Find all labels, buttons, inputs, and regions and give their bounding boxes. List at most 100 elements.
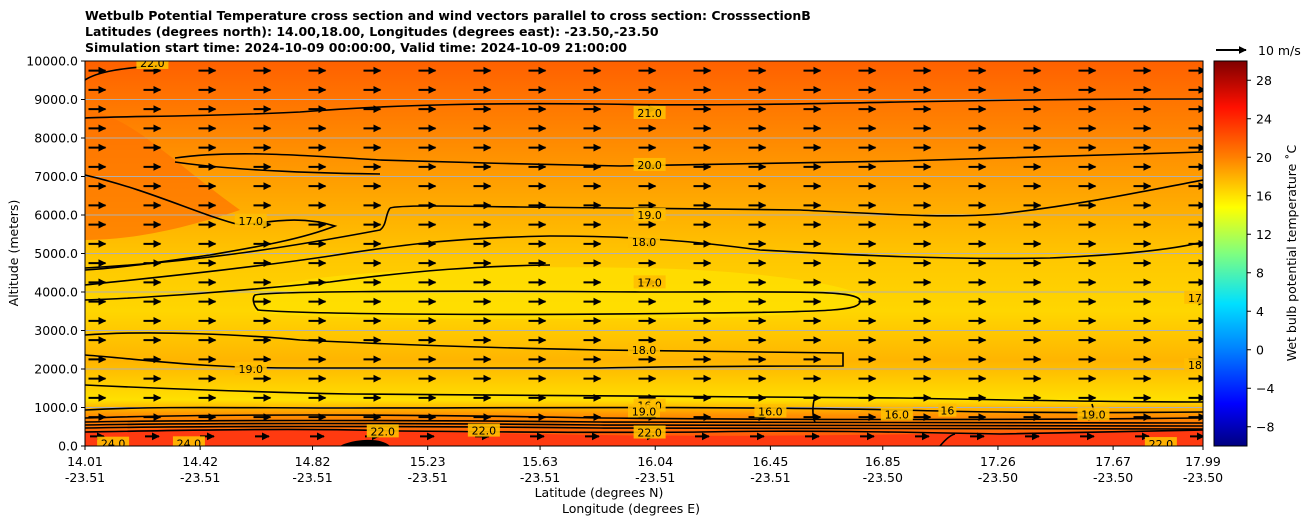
contour-label-bg [1144, 437, 1177, 446]
contour-17 [252, 290, 861, 316]
colorbar-tick-label: 0 [1256, 342, 1264, 357]
x-tick-label-lon: -23.50 [1183, 470, 1223, 485]
colorbar-tick-label: −4 [1256, 381, 1274, 396]
contour-label: 18.0 [1188, 359, 1213, 372]
contour-24-right [939, 433, 956, 446]
x-tick-label-lon: -23.51 [408, 470, 448, 485]
contour-label-bg [628, 234, 660, 248]
colorbar-tick-label: 4 [1256, 304, 1264, 319]
contour-label-bg [754, 404, 787, 418]
contour-label: 22.0 [140, 57, 165, 70]
x-tick-label-lat: 16.04 [637, 454, 673, 469]
wind-vectors [88, 66, 1203, 441]
wind-key-label: 10 m/s [1258, 43, 1301, 58]
x-axis-label: Latitude (degrees N) [535, 485, 664, 500]
x-tick-label-lon: -23.50 [978, 470, 1018, 485]
chart-title-line-1: Wetbulb Potential Temperature cross sect… [85, 8, 811, 23]
colorbar-tick-label: −8 [1256, 419, 1274, 434]
contour-label: 19.0 [1081, 408, 1106, 421]
terrain-bump [340, 439, 390, 446]
contour-label-bg [633, 105, 666, 119]
chart-title-line-2: Latitudes (degrees north): 14.00,18.00, … [85, 24, 659, 39]
contour-label-bg [97, 436, 130, 446]
contour-16b [85, 406, 1203, 414]
contour-label: 22.0 [637, 427, 662, 440]
contour-label: 16.0 [758, 405, 783, 418]
colorbar-tick-label: 20 [1256, 150, 1272, 165]
chart-title-line-3: Simulation start time: 2024-10-09 00:00:… [85, 40, 627, 55]
colorbar-tick-label: 12 [1256, 227, 1272, 242]
y-axis: 0.0 1000.0 2000.0 3000.0 4000.0 5000.0 6000.0 7… [26, 54, 85, 454]
contour-label-bg [136, 61, 169, 69]
contour-label-bg [633, 208, 666, 221]
contour-label-bg [633, 275, 666, 289]
y-tick-label: 6000.0 [34, 208, 78, 223]
x-axis: 14.01-23.5114.42-23.5114.82-23.5115.23-2… [65, 446, 1223, 485]
contour-label-bg [880, 407, 913, 421]
contour-label-bg [1077, 407, 1110, 421]
colorbar-label: Wet bulb potential temperature ˚C [1284, 144, 1299, 361]
y-tick-label: 7000.0 [34, 169, 78, 184]
colorbar-tick-label: 24 [1256, 111, 1272, 126]
x-tick-label-lat: 15.23 [410, 454, 446, 469]
y-tick-label: 4000.0 [34, 285, 78, 300]
contour-label-bg [234, 362, 267, 375]
contour-label: 19.0 [637, 209, 662, 222]
contour-label: 18.0 [632, 344, 657, 357]
contour-label: 22.0 [472, 425, 497, 438]
contour-label-bg [633, 157, 666, 171]
contour-21 [85, 98, 1203, 119]
x-tick-label-lon: -23.51 [750, 470, 790, 485]
contour-label: 16 [940, 405, 954, 418]
warm-region-upper-left [85, 110, 240, 240]
contour-18-lower [85, 332, 844, 369]
x-tick-label-lat: 17.99 [1185, 454, 1221, 469]
x-tick-label-lon: -23.51 [65, 470, 105, 485]
x-tick-label-lon: -23.51 [635, 470, 675, 485]
contour-label: 22.0 [1149, 438, 1174, 451]
x-tick-label-lat: 16.45 [753, 454, 789, 469]
colorbar-tick-label: 16 [1256, 188, 1272, 203]
colorbar-tick-label: 28 [1256, 73, 1272, 88]
colorbar-ticks: −8 −4 0 4 8 12 16 20 24 28 [1247, 73, 1274, 434]
y-tick-label: 2000.0 [34, 362, 78, 377]
colorbar [1213, 60, 1248, 447]
contour-label-bg [366, 424, 399, 438]
x-tick-label-lat: 17.26 [980, 454, 1016, 469]
contour-label-bg [234, 213, 267, 227]
contour-label-bg [1184, 290, 1203, 304]
contour-label-bg [467, 423, 500, 437]
contour-label: 24.0 [101, 438, 126, 451]
y-tick-label: 0.0 [58, 439, 78, 454]
y-tick-label: 3000.0 [34, 323, 78, 338]
contour-label: 21.0 [637, 107, 662, 120]
y-tick-label: 9000.0 [34, 92, 78, 107]
x-tick-label-lon: -23.50 [1093, 470, 1133, 485]
x-axis-label-secondary: Longitude (degrees E) [562, 501, 700, 516]
x-tick-label-lon: -23.51 [292, 470, 332, 485]
x-tick-label-lat: 14.82 [295, 454, 331, 469]
x-tick-label-lon: -23.51 [180, 470, 220, 485]
x-tick-label-lat: 17.67 [1095, 454, 1131, 469]
contour-lines [85, 64, 1203, 446]
x-tick-label-lon: -23.50 [863, 470, 903, 485]
contour-label: 17.0 [637, 276, 662, 289]
contour-label-bg [938, 403, 957, 417]
x-tick-label-lat: 14.01 [67, 454, 103, 469]
x-tick-label-lat: 15.63 [522, 454, 558, 469]
x-tick-label-lon: -23.51 [520, 470, 560, 485]
contour-label-bg [628, 342, 660, 356]
contour-label-bg [628, 404, 660, 418]
x-tick-label-lat: 14.42 [182, 454, 218, 469]
y-tick-label: 10000.0 [26, 54, 78, 69]
contour-labels: 22.0 21.0 20.0 19.0 18.0 17.0 18.0 19.0 17.0 16.0… [97, 57, 1213, 451]
contour-label: 19.0 [238, 363, 263, 376]
contour-label-bg [633, 425, 666, 439]
contour-label-bg [172, 436, 205, 446]
y-tick-label: 8000.0 [34, 131, 78, 146]
contour-23-low [85, 428, 1203, 435]
contour-label: 18.0 [632, 236, 657, 249]
contour-label: 16.0 [885, 408, 910, 421]
y-tick-label: 1000.0 [34, 400, 78, 415]
